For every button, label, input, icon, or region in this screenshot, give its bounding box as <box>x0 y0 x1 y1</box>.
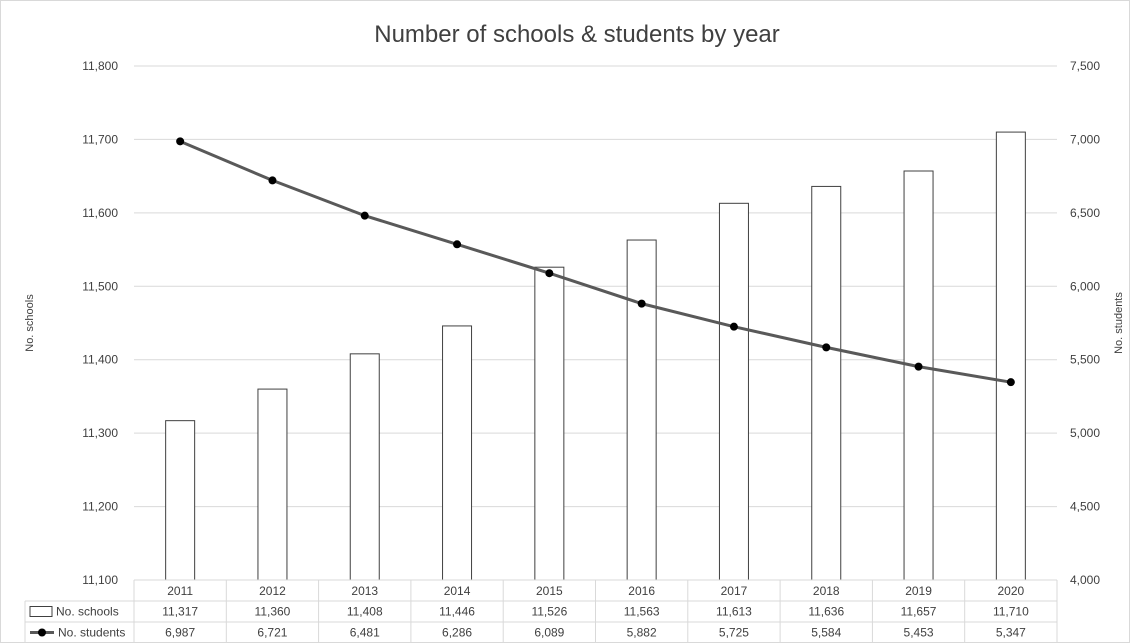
y-left-tick-label: 11,400 <box>82 353 118 367</box>
y-left-tick-label: 11,800 <box>82 59 118 73</box>
point-2017 <box>729 322 738 331</box>
table-students-value: 6,721 <box>257 626 287 640</box>
legend-label-schools: No. schools <box>56 605 119 619</box>
point-2020 <box>1006 378 1015 387</box>
table-schools-value: 11,613 <box>716 605 752 619</box>
y-right-tick-label: 6,000 <box>1070 279 1100 293</box>
point-2016 <box>637 299 646 308</box>
table-year-label: 2018 <box>813 584 840 598</box>
y-right-tick-label: 5,000 <box>1070 426 1100 440</box>
bar-2011 <box>165 420 196 581</box>
legend-key-schools <box>29 606 53 617</box>
table-year-label: 2011 <box>167 584 193 598</box>
y-left-tick-label: 11,600 <box>82 206 118 220</box>
table-students-value: 6,987 <box>165 626 195 640</box>
table-year-label: 2019 <box>905 584 932 598</box>
legend-label-students: No. students <box>58 626 125 640</box>
table-year-label: 2012 <box>259 584 286 598</box>
table-schools-value: 11,563 <box>624 605 660 619</box>
table-students-value: 6,089 <box>534 626 564 640</box>
bar-2018 <box>811 185 842 581</box>
legend-key-students-marker <box>38 628 46 637</box>
students-line <box>179 139 1012 384</box>
table-year-label: 2020 <box>997 584 1024 598</box>
bar-2020 <box>995 131 1026 581</box>
table-schools-value: 11,408 <box>347 605 383 619</box>
line-series <box>176 137 1015 387</box>
table-schools-value: 11,446 <box>439 605 475 619</box>
y-left-tick-label: 11,700 <box>82 132 118 146</box>
table-year-label: 2016 <box>628 584 655 598</box>
table-schools-value: 11,526 <box>531 605 567 619</box>
table-schools-value: 11,636 <box>808 605 844 619</box>
y-right-tick-label: 5,500 <box>1070 353 1100 367</box>
bar-2015 <box>534 266 565 581</box>
bar-series <box>165 131 1026 581</box>
point-2018 <box>822 343 831 352</box>
table-schools-value: 11,317 <box>162 605 198 619</box>
table-schools-value: 11,710 <box>993 605 1029 619</box>
table-year-label: 2013 <box>351 584 378 598</box>
y-right-tick-label: 4,000 <box>1070 573 1100 587</box>
bar-2013 <box>349 353 380 581</box>
table-students-value: 5,725 <box>719 626 749 640</box>
table-year-label: 2015 <box>536 584 563 598</box>
table-students-value: 5,584 <box>811 626 841 640</box>
table-year-label: 2014 <box>444 584 471 598</box>
bar-2016 <box>626 239 657 581</box>
y-left-tick-label: 11,100 <box>82 573 118 587</box>
chart-title: Number of schools & students by year <box>374 21 780 48</box>
y-right-tick-label: 7,000 <box>1070 132 1100 146</box>
point-2019 <box>914 362 923 371</box>
table-schools-value: 11,657 <box>901 605 937 619</box>
table-students-value: 5,347 <box>996 626 1026 640</box>
data-table: 2011 2012 2013 2014 2015 2016 2017 2018 2019 2020… <box>24 579 1058 643</box>
axis-tick-labels: 11,100 11,200 11,300 11,400 11,500 11,600 11,7… <box>82 59 1100 587</box>
point-2012 <box>268 176 277 185</box>
gridlines <box>134 65 1057 508</box>
y-right-tick-label: 4,500 <box>1070 500 1100 514</box>
y-left-tick-label: 11,300 <box>82 426 118 440</box>
y-right-tick-label: 7,500 <box>1070 59 1100 73</box>
table-students-value: 5,882 <box>627 626 657 640</box>
y-left-tick-label: 11,500 <box>82 279 118 293</box>
table-students-value: 6,481 <box>350 626 380 640</box>
table-students-value: 5,453 <box>904 626 934 640</box>
point-2014 <box>453 240 462 249</box>
table-year-label: 2017 <box>721 584 748 598</box>
y-left-axis-label: No. schools <box>24 294 36 352</box>
bar-2017 <box>718 202 749 581</box>
y-right-axis-label: No. students <box>1113 292 1125 354</box>
table-schools-value: 11,360 <box>255 605 291 619</box>
bar-2019 <box>903 170 934 581</box>
table-students-value: 6,286 <box>442 626 472 640</box>
y-left-tick-label: 11,200 <box>82 500 118 514</box>
bar-2012 <box>257 388 288 581</box>
bar-2014 <box>442 325 473 581</box>
point-2015 <box>545 269 554 278</box>
y-right-tick-label: 6,500 <box>1070 206 1100 220</box>
point-2013 <box>360 211 369 220</box>
point-2011 <box>176 137 185 146</box>
